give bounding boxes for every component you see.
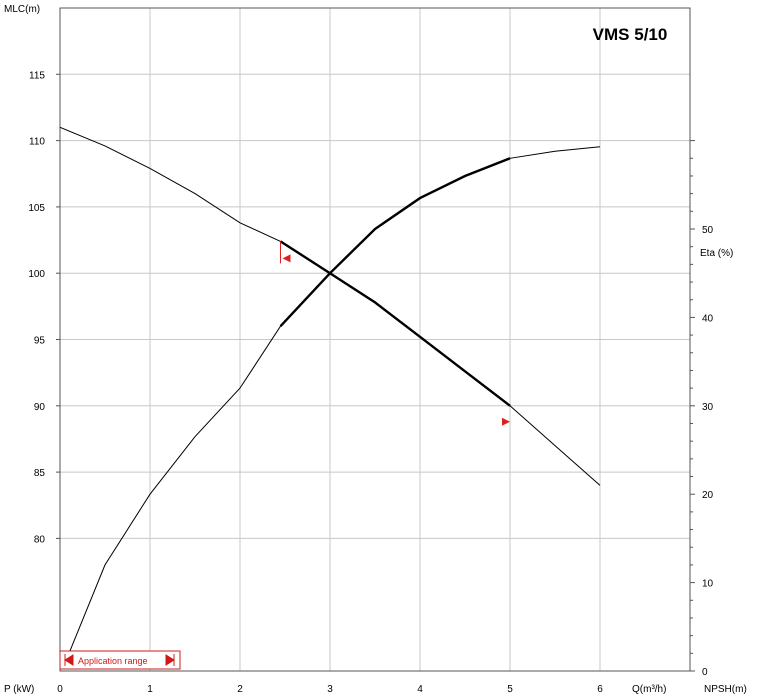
legend-box [59,650,181,670]
x-tick-label: 2 [237,684,243,695]
range-start-arrow-icon [282,254,291,263]
right-bracket-arrow-icon [165,654,175,666]
y-left-tick-label: 80 [34,534,46,545]
y-right-tick-label: 40 [702,313,714,324]
application-range-legend: Application range [59,650,181,670]
chart-title: VMS 5/10 [593,25,668,44]
y-left-tick-label: 115 [29,70,45,81]
series-0-range-line [279,240,511,407]
bottom-left-label: P (kW) [4,684,34,695]
y-right-tick-label: 0 [702,667,708,678]
left-bracket-arrow-icon [64,654,74,666]
series-1-line [68,146,601,654]
x-axis-label: Q(m³/h) [632,684,666,695]
y-right-tick-label: 20 [702,490,714,501]
x-tick-label: 0 [57,684,63,695]
y-right-tick-label: 10 [702,579,714,590]
y-right-tick-label: 50 [702,225,714,236]
x-tick-label: 6 [597,684,603,695]
bottom-right-label: NPSH(m) [704,684,747,695]
range-markers [280,241,510,426]
y-left-tick-label: 100 [28,269,45,280]
y-left-tick-label: 85 [34,468,46,479]
x-tick-label: 5 [507,684,513,695]
range-end-arrow-icon [502,417,510,426]
y-left-tick-label: 105 [28,203,45,214]
y-left-tick-label: 95 [34,336,46,347]
x-tick-label: 1 [147,684,153,695]
y-right-label: Eta (%) [700,248,733,259]
series-1-range-line [279,157,511,328]
y-left-tick-label: 90 [34,402,46,413]
y-right-tick-label: 30 [702,402,714,413]
y-left-label: MLC(m) [4,4,40,15]
grid [60,8,690,671]
axis-ticks: 0 1 2 3 4 5 6 80 85 90 95 100 105 110 115 0 10 20 30 40 50 [28,70,713,695]
x-tick-label: 4 [417,684,423,695]
curves [59,126,601,654]
legend-label: Application range [78,656,148,666]
y-left-tick-label: 110 [29,137,45,148]
x-tick-label: 3 [327,684,333,695]
